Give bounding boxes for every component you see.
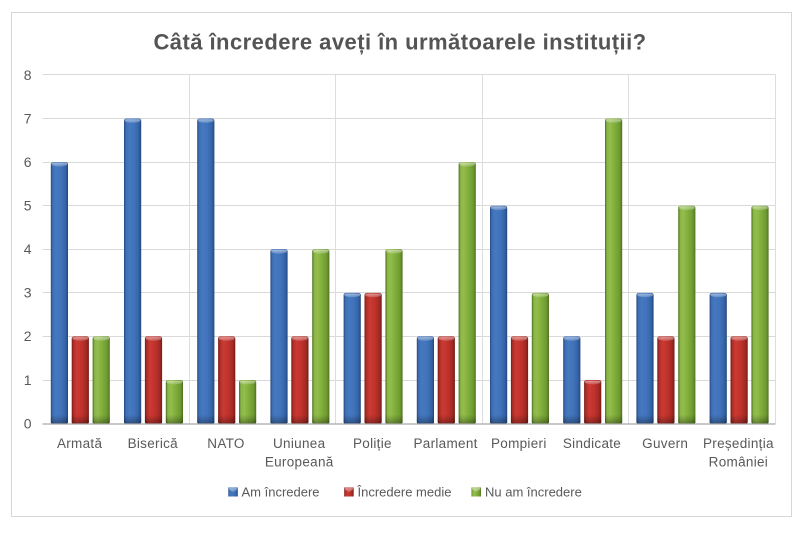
svg-text:3: 3 [24, 285, 32, 301]
svg-text:României: României [709, 455, 768, 470]
svg-text:Parlament: Parlament [413, 436, 477, 451]
svg-text:Am încredere: Am încredere [242, 485, 320, 500]
svg-text:Guvern: Guvern [642, 436, 688, 451]
svg-text:Încredere medie: Încredere medie [357, 485, 452, 500]
svg-text:Uniunea: Uniunea [273, 436, 326, 451]
svg-text:Poliție: Poliție [353, 436, 392, 451]
svg-text:2: 2 [24, 328, 32, 344]
svg-text:Biserică: Biserică [128, 436, 179, 451]
svg-text:Câtă încredere aveți în următo: Câtă încredere aveți în următoarele inst… [153, 30, 646, 55]
svg-text:Pompieri: Pompieri [491, 436, 547, 451]
svg-text:Europeană: Europeană [265, 455, 334, 470]
svg-text:4: 4 [24, 241, 32, 257]
svg-text:5: 5 [24, 198, 32, 214]
svg-text:NATO: NATO [207, 436, 244, 451]
svg-text:7: 7 [24, 110, 32, 126]
svg-text:Sindicate: Sindicate [563, 436, 621, 451]
svg-text:Nu am încredere: Nu am încredere [485, 485, 582, 500]
svg-text:6: 6 [24, 154, 32, 170]
svg-text:Armată: Armată [57, 436, 103, 451]
svg-text:0: 0 [24, 415, 32, 431]
svg-text:1: 1 [24, 372, 32, 388]
svg-text:Președinția: Președinția [703, 436, 774, 451]
svg-text:8: 8 [24, 67, 32, 83]
